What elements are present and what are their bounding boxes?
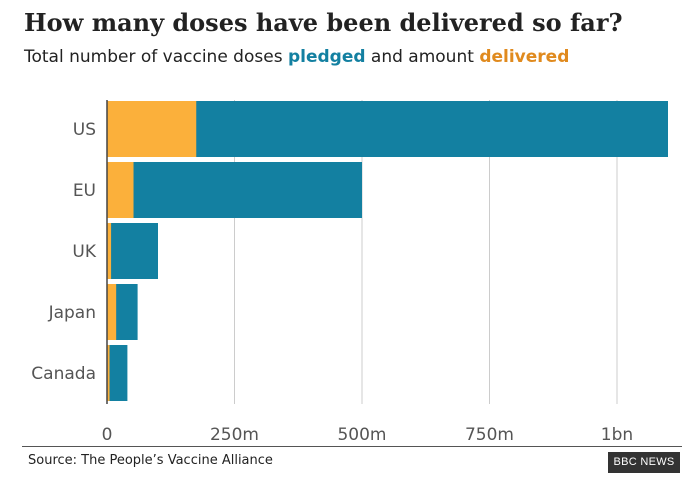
footer-divider <box>22 446 682 447</box>
chart-title: How many doses have been delivered so fa… <box>24 8 623 37</box>
bbc-news-logo: BBC NEWS <box>608 452 680 473</box>
bar-pledged <box>107 223 158 279</box>
category-label: US <box>73 120 96 140</box>
x-tick-label: 500m <box>337 425 386 445</box>
subtitle-pledged-key: pledged <box>287 47 366 67</box>
category-label: UK <box>72 242 96 262</box>
bar-pledged <box>107 101 668 157</box>
category-label: Japan <box>48 303 96 323</box>
x-tick-label: 0 <box>102 425 113 445</box>
x-tick-label: 1bn <box>601 425 633 445</box>
bar-delivered <box>107 101 197 157</box>
chart-subtitle: Total number of vaccine doses pledged an… <box>24 47 569 67</box>
category-label: EU <box>73 181 96 201</box>
x-tick-label: 250m <box>210 425 259 445</box>
bar-delivered <box>107 223 112 279</box>
subtitle-delivered-key: delivered <box>479 47 570 67</box>
bar-delivered <box>107 345 110 401</box>
category-label: Canada <box>31 364 96 384</box>
bar-pledged <box>107 345 128 401</box>
bar-delivered <box>107 284 117 340</box>
bar-pledged <box>107 162 362 218</box>
subtitle-prefix: Total number of vaccine doses <box>24 47 283 67</box>
bar-delivered <box>107 162 134 218</box>
x-tick-label: 750m <box>465 425 514 445</box>
source-note: Source: The People’s Vaccine Alliance <box>28 453 273 468</box>
subtitle-middle: and amount <box>370 47 474 67</box>
